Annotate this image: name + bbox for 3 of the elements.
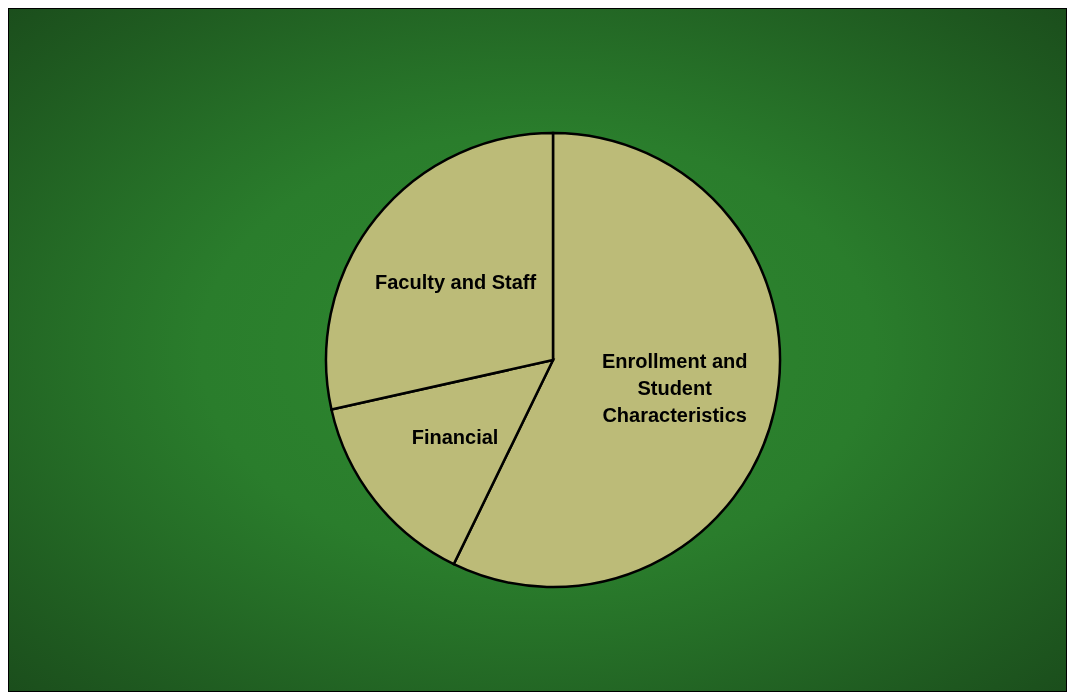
slice-label: Financial <box>411 426 499 449</box>
slice-label: Faculty and Staff <box>374 270 537 293</box>
slice-label: Enrollment and Student Characteristics <box>601 350 748 426</box>
